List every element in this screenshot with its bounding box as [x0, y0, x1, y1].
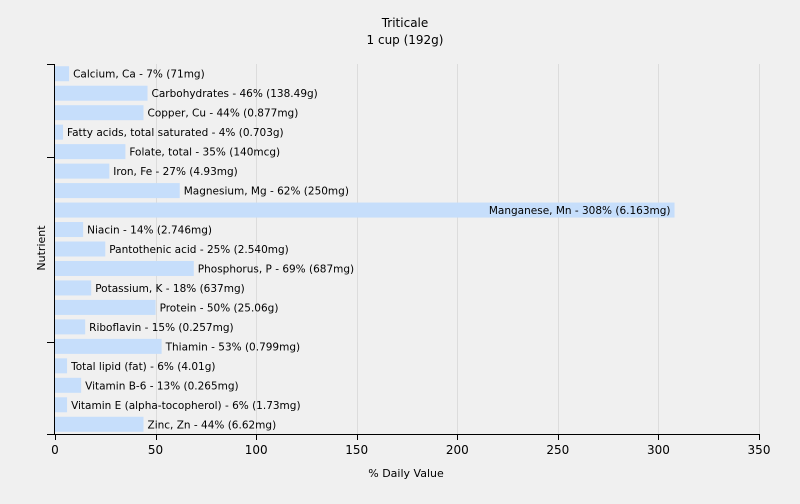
- bar-8: [55, 222, 84, 238]
- bar-label-18: Zinc, Zn - 44% (6.62mg): [148, 419, 277, 431]
- bar-5: [55, 163, 110, 179]
- x-tick-label-6: 300: [647, 443, 670, 457]
- bar-label-3: Fatty acids, total saturated - 4% (0.703…: [67, 127, 284, 139]
- bar-label-4: Folate, total - 35% (140mcg): [129, 147, 280, 159]
- x-tick-label-2: 100: [245, 443, 268, 457]
- bar-4: [55, 144, 126, 160]
- x-axis-label: % Daily Value: [368, 467, 444, 480]
- y-axis-label: Nutrient: [35, 225, 48, 271]
- bar-label-16: Vitamin B-6 - 13% (0.265mg): [85, 380, 239, 392]
- bar-label-10: Phosphorus, P - 69% (687mg): [198, 263, 354, 275]
- bar-label-13: Riboflavin - 15% (0.257mg): [89, 322, 233, 334]
- bar-label-6: Magnesium, Mg - 62% (250mg): [184, 186, 349, 198]
- bar-18: [55, 416, 144, 432]
- chart-title: Triticale: [381, 16, 429, 30]
- bar-label-7: Manganese, Mn - 308% (6.163mg): [489, 205, 671, 217]
- chart-subtitle: 1 cup (192g): [367, 33, 444, 47]
- bar-16: [55, 377, 82, 393]
- x-tick-label-7: 350: [748, 443, 771, 457]
- x-tick-label-3: 150: [345, 443, 368, 457]
- bar-10: [55, 260, 194, 276]
- bar-15: [55, 358, 68, 374]
- bar-label-9: Pantothenic acid - 25% (2.540mg): [109, 244, 288, 256]
- bar-2: [55, 105, 144, 121]
- bar-12: [55, 299, 156, 315]
- bar-7: [55, 202, 675, 218]
- axes: 0 50 100 150 200 250 300 350: [47, 64, 770, 457]
- bar-17: [55, 397, 68, 413]
- bar-label-1: Carbohydrates - 46% (138.49g): [152, 88, 318, 100]
- bar-label-5: Iron, Fe - 27% (4.93mg): [113, 166, 237, 178]
- bar-1: [55, 85, 148, 101]
- x-tick-label-1: 50: [148, 443, 163, 457]
- bar-11: [55, 280, 92, 296]
- bar-label-0: Calcium, Ca - 7% (71mg): [73, 69, 205, 81]
- bar-label-14: Thiamin - 53% (0.799mg): [165, 341, 301, 353]
- bar-9: [55, 241, 106, 257]
- grid-lines: [156, 64, 760, 434]
- x-tick-label-0: 0: [51, 443, 59, 457]
- bar-label-12: Protein - 50% (25.06g): [160, 302, 279, 314]
- bar-label-15: Total lipid (fat) - 6% (4.01g): [70, 361, 215, 373]
- bar-label-11: Potassium, K - 18% (637mg): [95, 283, 245, 295]
- x-tick-label-4: 200: [446, 443, 469, 457]
- bar-label-2: Copper, Cu - 44% (0.877mg): [148, 108, 299, 120]
- bar-13: [55, 319, 86, 335]
- bar-14: [55, 338, 162, 354]
- bar-3: [55, 124, 64, 140]
- bar-label-17: Vitamin E (alpha-tocopherol) - 6% (1.73m…: [71, 400, 301, 412]
- bar-0: [55, 66, 70, 82]
- bar-6: [55, 183, 180, 199]
- bars: Calcium, Ca - 7% (71mg) Carbohydrates - 4…: [55, 66, 675, 432]
- bar-label-8: Niacin - 14% (2.746mg): [87, 225, 212, 237]
- x-tick-label-5: 250: [546, 443, 569, 457]
